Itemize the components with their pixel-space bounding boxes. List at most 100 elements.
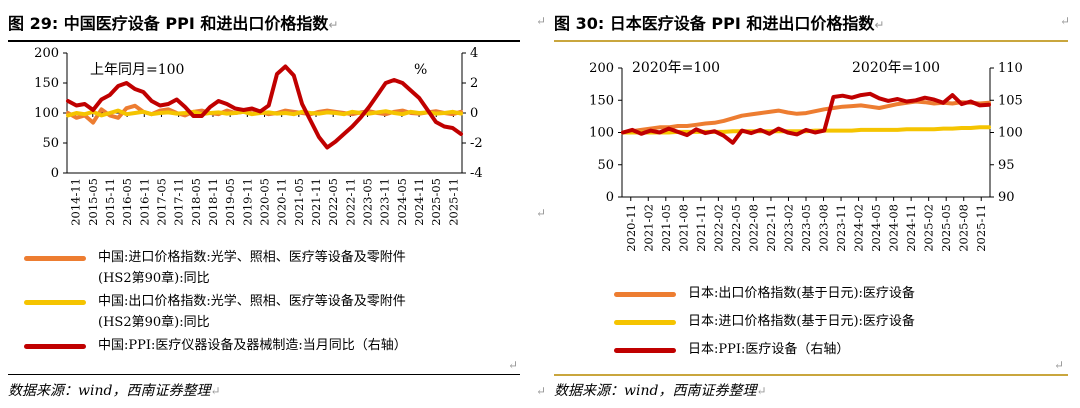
right-chart-tick-label-left: 150 (589, 93, 614, 108)
right-chart-tick-label-left: 50 (597, 158, 614, 173)
right-chart-tick-label-x: 2025-08 (957, 204, 971, 252)
return-mark-icon: ↵ (1054, 358, 1065, 372)
right-source: 数据来源：wind，西南证券整理↵ (554, 380, 767, 400)
right-chart-tick-label-x: 2023-08 (817, 204, 831, 252)
return-mark-icon: ↵ (874, 18, 885, 32)
left-chart-tick-label-right: 2 (470, 76, 478, 91)
left-chart-tick-label-x: 2019-05 (223, 178, 237, 226)
left-source-rule (8, 374, 520, 375)
left-chart-tick-label-x: 2014-11 (69, 178, 83, 226)
right-chart-tick-label-left: 100 (589, 126, 614, 141)
left-chart-series-line-2 (66, 108, 463, 118)
right-chart-tick-label-x: 2023-05 (799, 204, 813, 252)
left-chart-tick-label-x: 2024-05 (395, 178, 409, 226)
left-chart-tick-label-x: 2021-05 (292, 178, 306, 226)
legend-swatch-jp-import (614, 320, 676, 325)
return-mark-icon: ↵ (328, 18, 339, 32)
left-chart-tick-label-x: 2025-11 (446, 178, 460, 226)
right-chart-tick-label-left: 0 (606, 190, 614, 205)
right-chart-tick-label-x: 2024-11 (904, 204, 918, 252)
right-chart-tick-label-x: 2022-11 (764, 204, 778, 252)
right-chart-tick-label-x: 2021-08 (676, 204, 690, 252)
right-chart-tick-label-x: 2021-05 (659, 204, 673, 252)
left-chart-tick-label-right: 0 (470, 106, 478, 121)
left-chart-tick-label-x: 2019-11 (240, 178, 254, 226)
left-chart-tick-label-x: 2018-05 (189, 178, 203, 226)
legend-swatch-jp-ppi (614, 348, 676, 353)
right-legend: 日本:出口价格指数(基于日元):医疗设备 日本:进口价格指数(基于日元):医疗设… (614, 283, 1054, 361)
left-chart-annotation-left: 上年同月=100 (90, 62, 184, 78)
legend-label-cn-export: 中国:出口价格指数:光学、照相、医疗等设备及零附件 (HS2第90章):同比 (98, 294, 406, 330)
left-figure-title-text: 图 29: 中国医疗设备 PPI 和进出口价格指数 (8, 14, 329, 33)
left-chart-tick-label-x: 2018-11 (206, 178, 220, 226)
legend-swatch-jp-export (614, 292, 676, 297)
legend-label-cn-ppi: 中国:PPI:医疗仪器设备及器械制造:当月同比（右轴） (98, 338, 407, 353)
left-chart-tick-label-x: 2023-05 (361, 178, 375, 226)
right-chart-tick-label-x: 2025-02 (922, 204, 936, 252)
left-chart-tick-label-x: 2025-05 (429, 178, 443, 226)
right-chart-annotation-left: 2020年=100 (632, 60, 720, 76)
return-mark-icon: ↵ (1060, 14, 1071, 28)
legend-item-cn-import: 中国:进口价格指数:光学、照相、医疗等设备及零附件 (HS2第90章):同比 (24, 247, 514, 289)
left-chart-tick-label-x: 2017-05 (154, 178, 168, 226)
right-chart-series-line-3 (621, 91, 991, 145)
return-mark-icon: ↵ (536, 206, 547, 220)
left-chart-tick-label-x: 2015-11 (103, 178, 117, 226)
right-chart-tick-label-x: 2024-02 (852, 204, 866, 252)
right-chart-tick-label-x: 2025-05 (939, 204, 953, 252)
return-mark-icon: ↵ (536, 14, 547, 28)
right-chart-tick-label-right: 110 (998, 61, 1023, 76)
legend-swatch-cn-ppi (24, 344, 86, 349)
left-chart-tick-label-left: 200 (34, 46, 59, 61)
right-chart-tick-label-x: 2023-02 (781, 204, 795, 252)
left-source-text: 数据来源：wind，西南证券整理 (8, 383, 211, 399)
right-chart-tick-label-x: 2023-11 (834, 204, 848, 252)
right-chart-tick-label-x: 2024-08 (887, 204, 901, 252)
right-chart-annotation-right: 2020年=100 (852, 60, 940, 76)
right-chart-series-line-1 (621, 99, 991, 135)
left-chart-tick-label-x: 2022-11 (343, 178, 357, 226)
left-chart-tick-label-left: 100 (34, 106, 59, 121)
legend-item-cn-ppi: 中国:PPI:医疗仪器设备及器械制造:当月同比（右轴） (24, 335, 514, 356)
legend-item-jp-export: 日本:出口价格指数(基于日元):医疗设备 (614, 283, 1054, 305)
right-figure-title: 图 30: 日本医疗设备 PPI 和进出口价格指数↵ (554, 10, 884, 34)
legend-label-jp-import: 日本:进口价格指数(基于日元):医疗设备 (688, 314, 915, 329)
left-chart-tick-label-x: 2020-11 (275, 178, 289, 226)
left-chart-tick-label-left: 0 (51, 166, 59, 181)
left-chart-tick-label-x: 2016-05 (120, 178, 134, 226)
left-chart-tick-label-left: 150 (34, 76, 59, 91)
left-chart-tick-label-left: 50 (42, 136, 59, 151)
left-figure-title: 图 29: 中国医疗设备 PPI 和进出口价格指数↵ (8, 10, 338, 34)
legend-label-jp-export: 日本:出口价格指数(基于日元):医疗设备 (688, 286, 915, 301)
return-mark-icon: ↵ (508, 358, 519, 372)
left-chart-series-line-3 (66, 64, 463, 150)
right-chart-tick-label-x: 2025-11 (974, 204, 988, 252)
right-chart-tick-label-right: 95 (998, 158, 1015, 173)
legend-swatch-cn-export (24, 300, 86, 305)
legend-label-cn-import: 中国:进口价格指数:光学、照相、医疗等设备及零附件 (HS2第90章):同比 (98, 250, 406, 286)
left-title-rule (8, 40, 520, 42)
left-chart-tick-label-right: 4 (470, 46, 478, 61)
right-figure-title-text: 图 30: 日本医疗设备 PPI 和进出口价格指数 (554, 14, 875, 33)
left-chart: 0 50 100 150 200 -4 -2 0 2 4 2014-11 2015-05 2015-11… (34, 46, 483, 226)
left-source: 数据来源：wind，西南证券整理↵ (8, 380, 221, 400)
left-chart-tick-label-x: 2021-11 (309, 178, 323, 226)
left-chart-tick-label-x: 2017-11 (172, 178, 186, 226)
left-chart-tick-label-x: 2020-05 (258, 178, 272, 226)
right-chart-tick-label-x: 2022-08 (746, 204, 760, 252)
right-chart-tick-label-right: 90 (998, 190, 1015, 205)
return-mark-icon: ↵ (210, 384, 221, 398)
right-chart-tick-label-x: 2024-05 (869, 204, 883, 252)
return-mark-icon: ↵ (536, 384, 547, 398)
right-source-text: 数据来源：wind，西南证券整理 (554, 383, 757, 399)
right-chart-tick-label-left: 200 (589, 61, 614, 76)
left-chart-tick-label-x: 2016-11 (137, 178, 151, 226)
legend-item-jp-ppi: 日本:PPI:医疗设备（右轴） (614, 339, 1054, 361)
right-title-rule (554, 40, 1068, 42)
legend-swatch-cn-import (24, 256, 86, 261)
left-chart-tick-label-right: -2 (470, 136, 483, 151)
right-chart: 0 50 100 150 200 90 95 100 105 110 2020-11 2021-02 2… (589, 60, 1023, 252)
left-chart-annotation-right: % (414, 62, 427, 78)
legend-item-jp-import: 日本:进口价格指数(基于日元):医疗设备 (614, 311, 1054, 333)
legend-label-jp-ppi: 日本:PPI:医疗设备（右轴） (688, 342, 850, 357)
